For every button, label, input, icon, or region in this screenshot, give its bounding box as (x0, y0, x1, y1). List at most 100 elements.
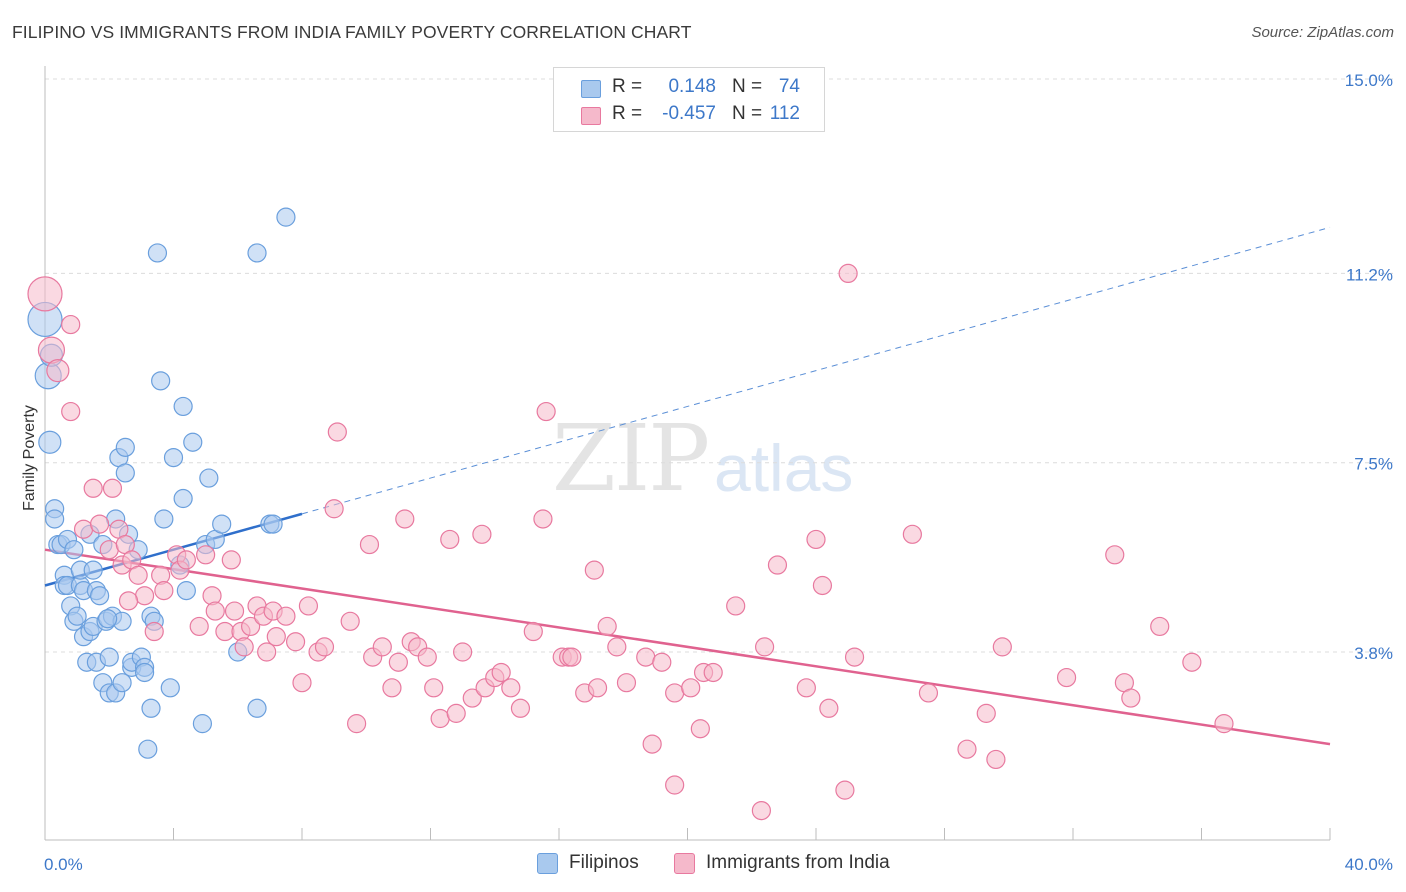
data-point (440, 529, 460, 550)
data-point (347, 714, 367, 734)
data-point (462, 688, 482, 708)
data-point (263, 514, 283, 534)
data-point (90, 586, 110, 606)
data-point (138, 739, 158, 759)
watermark-atlas: atlas (714, 431, 854, 505)
data-point (115, 437, 135, 457)
y-tick-label: 11.2% (1346, 265, 1393, 284)
data-point (976, 703, 996, 723)
data-point (501, 678, 521, 698)
series-filipinos (27, 207, 296, 759)
data-point (472, 524, 492, 544)
data-point (690, 719, 710, 739)
data-point (1105, 545, 1125, 565)
data-point (726, 596, 746, 616)
data-point (1214, 714, 1234, 734)
data-point (176, 581, 196, 601)
data-point (46, 359, 70, 383)
data-point (234, 637, 254, 657)
legend-r-label: R = (612, 103, 643, 124)
data-point (665, 775, 685, 795)
data-point (1121, 688, 1141, 708)
x-tick-label-max: 40.0% (1345, 855, 1393, 874)
data-point (819, 698, 839, 718)
data-point (176, 550, 196, 570)
data-point (151, 371, 171, 391)
data-point (160, 678, 180, 698)
data-point (67, 606, 87, 626)
legend-swatch-india (581, 107, 601, 125)
data-point (902, 524, 922, 544)
data-point (587, 678, 608, 698)
gridlines (45, 78, 1395, 653)
data-point (584, 560, 604, 580)
data-point (102, 478, 123, 498)
data-point (98, 609, 118, 629)
bottom-legend-label: Immigrants from India (706, 852, 890, 873)
legend-n-label: N = (732, 76, 763, 97)
data-point (199, 468, 219, 488)
data-point (844, 647, 865, 667)
data-point (1056, 667, 1077, 688)
data-point (1150, 616, 1170, 637)
data-point (144, 621, 164, 642)
data-point (112, 673, 132, 693)
bottom-legend-swatch-filipinos (537, 853, 558, 874)
data-point (27, 276, 63, 312)
data-point (957, 739, 977, 759)
data-point (838, 263, 858, 284)
data-point (147, 243, 168, 263)
data-point (276, 207, 296, 227)
data-point (45, 509, 65, 529)
data-point (154, 581, 174, 601)
data-point (61, 401, 81, 422)
data-point (128, 565, 148, 585)
data-point (992, 637, 1012, 657)
data-point (212, 514, 232, 534)
data-point (205, 601, 225, 621)
data-point (417, 647, 437, 667)
data-point (533, 509, 553, 529)
trend-line-india (44, 548, 1331, 746)
data-point (536, 401, 556, 422)
y-tick-label: 3.8% (1354, 644, 1393, 663)
data-point (118, 591, 139, 611)
data-point (196, 545, 216, 565)
data-point (372, 637, 392, 657)
data-point (616, 673, 637, 693)
data-points (27, 207, 1234, 821)
data-point (163, 447, 184, 468)
data-point (134, 586, 155, 606)
data-point (276, 606, 296, 626)
legend-swatch-filipinos (581, 80, 601, 98)
data-point (314, 637, 335, 657)
data-point (247, 698, 267, 718)
trend-lines (44, 226, 1331, 746)
data-point (754, 637, 775, 657)
data-point (134, 662, 155, 683)
data-point (285, 632, 306, 652)
data-point (812, 575, 833, 596)
legend-r-value: -0.457 (662, 103, 716, 124)
data-point (510, 698, 531, 718)
data-point (64, 540, 84, 560)
data-point (1182, 652, 1202, 672)
data-point (99, 647, 119, 667)
data-point (597, 616, 617, 637)
legend-n-value: 74 (778, 76, 800, 97)
data-point (918, 683, 939, 703)
bottom-legend-swatch-india (674, 853, 695, 874)
data-point (986, 749, 1006, 770)
data-point (115, 463, 135, 483)
data-point (424, 678, 444, 698)
legend: R = 0.148 N = 74 R = -0.457 N = 112 (553, 67, 825, 132)
data-point (292, 673, 312, 693)
data-point (665, 683, 685, 703)
data-point (266, 627, 286, 647)
data-point (224, 601, 245, 621)
data-point (446, 703, 466, 723)
data-point (388, 652, 408, 672)
data-point (90, 514, 110, 534)
data-point (523, 621, 543, 642)
